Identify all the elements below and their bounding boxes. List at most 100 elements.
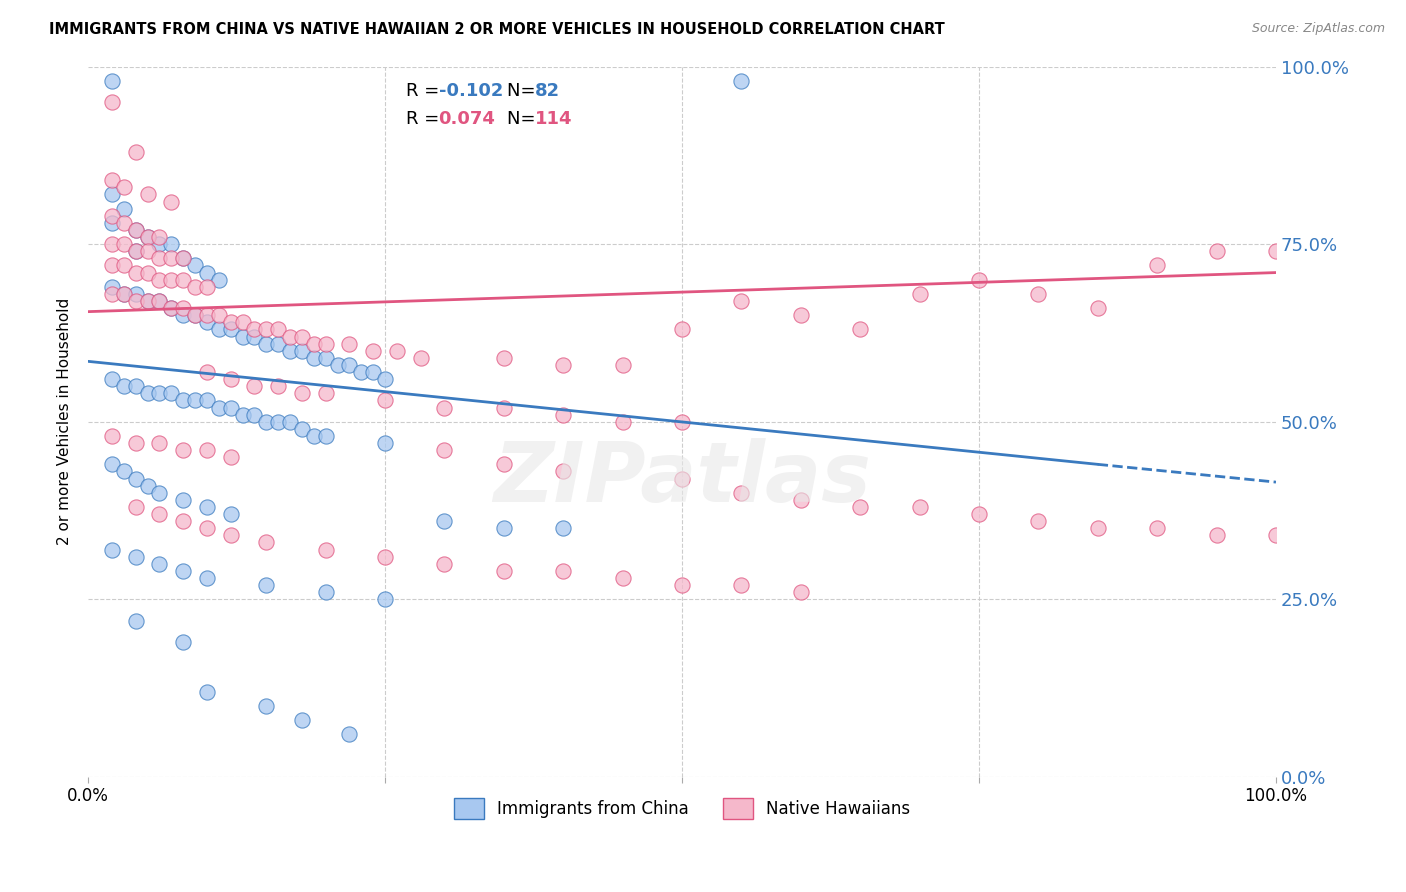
- Point: [433, 557, 456, 571]
- Point: [315, 429, 337, 443]
- Point: [172, 564, 194, 578]
- Point: [208, 322, 231, 336]
- Point: [243, 322, 266, 336]
- Point: [374, 592, 396, 607]
- Point: [184, 308, 207, 322]
- Point: [136, 187, 159, 202]
- Point: [1028, 286, 1050, 301]
- Point: [492, 458, 515, 472]
- Point: [136, 244, 159, 259]
- Point: [1087, 521, 1109, 535]
- Text: 0.074: 0.074: [439, 110, 495, 128]
- Point: [219, 450, 242, 465]
- Point: [302, 351, 325, 365]
- Point: [136, 230, 159, 244]
- Point: [254, 322, 277, 336]
- Point: [148, 436, 170, 450]
- Point: [101, 429, 124, 443]
- Point: [136, 230, 159, 244]
- Text: N=: N=: [508, 110, 541, 128]
- Point: [136, 293, 159, 308]
- Point: [208, 273, 231, 287]
- Point: [790, 492, 813, 507]
- Point: [112, 180, 135, 194]
- Point: [124, 471, 146, 485]
- Point: [148, 273, 170, 287]
- Point: [112, 286, 135, 301]
- Text: 114: 114: [534, 110, 572, 128]
- Point: [730, 485, 752, 500]
- Point: [315, 386, 337, 401]
- Point: [124, 266, 146, 280]
- Text: R =: R =: [406, 82, 446, 101]
- Point: [148, 507, 170, 521]
- Point: [148, 237, 170, 252]
- Point: [160, 386, 183, 401]
- Point: [124, 436, 146, 450]
- Point: [315, 351, 337, 365]
- Point: [184, 280, 207, 294]
- Point: [148, 557, 170, 571]
- Point: [553, 564, 575, 578]
- Point: [315, 585, 337, 599]
- Point: [1265, 244, 1288, 259]
- Text: 82: 82: [534, 82, 560, 101]
- Point: [326, 358, 349, 372]
- Point: [101, 216, 124, 230]
- Point: [849, 322, 872, 336]
- Point: [101, 74, 124, 88]
- Point: [315, 336, 337, 351]
- Point: [124, 223, 146, 237]
- Point: [267, 322, 290, 336]
- Point: [195, 521, 218, 535]
- Point: [148, 386, 170, 401]
- Point: [278, 329, 301, 343]
- Point: [101, 280, 124, 294]
- Point: [267, 336, 290, 351]
- Point: [254, 698, 277, 713]
- Point: [112, 286, 135, 301]
- Point: [492, 521, 515, 535]
- Y-axis label: 2 or more Vehicles in Household: 2 or more Vehicles in Household: [58, 298, 72, 545]
- Point: [101, 209, 124, 223]
- Point: [612, 571, 634, 585]
- Point: [361, 343, 384, 358]
- Point: [172, 301, 194, 315]
- Point: [172, 308, 194, 322]
- Point: [553, 408, 575, 422]
- Point: [1146, 521, 1168, 535]
- Point: [1205, 528, 1227, 542]
- Point: [195, 280, 218, 294]
- Point: [790, 585, 813, 599]
- Point: [433, 401, 456, 415]
- Point: [208, 308, 231, 322]
- Point: [136, 266, 159, 280]
- Text: R =: R =: [406, 110, 446, 128]
- Point: [492, 564, 515, 578]
- Point: [184, 259, 207, 273]
- Point: [208, 401, 231, 415]
- Point: [433, 443, 456, 458]
- Point: [124, 223, 146, 237]
- Point: [612, 358, 634, 372]
- Point: [172, 273, 194, 287]
- Point: [492, 351, 515, 365]
- Point: [219, 507, 242, 521]
- Point: [291, 422, 314, 436]
- Point: [339, 358, 361, 372]
- Point: [148, 230, 170, 244]
- Point: [254, 336, 277, 351]
- Point: [160, 301, 183, 315]
- Point: [315, 542, 337, 557]
- Point: [385, 343, 408, 358]
- Point: [1205, 244, 1227, 259]
- Point: [553, 521, 575, 535]
- Point: [671, 471, 693, 485]
- Text: ZIPatlas: ZIPatlas: [494, 438, 870, 519]
- Point: [232, 408, 254, 422]
- Point: [124, 500, 146, 514]
- Point: [136, 478, 159, 492]
- Point: [195, 443, 218, 458]
- Point: [172, 393, 194, 408]
- Point: [291, 343, 314, 358]
